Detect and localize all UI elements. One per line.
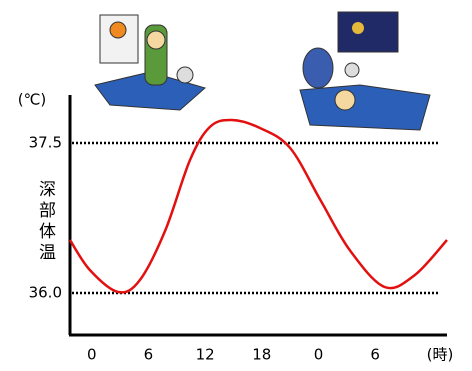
bed-blanket [300,85,430,130]
sun [110,22,126,38]
morning-illustration [95,15,205,110]
y-unit: (℃) [18,91,47,109]
alarm-clock [345,63,359,77]
sleeping-head [335,90,355,110]
owl [352,22,364,34]
head [147,31,165,49]
x-tick-label: 0 [314,346,324,364]
night-illustration [300,12,430,130]
x-unit: (時) [427,346,454,364]
x-tick-label: 6 [144,346,154,364]
y-tick-label: 37.5 [29,134,62,152]
clock [177,67,193,83]
temperature-line [70,120,447,292]
y-axis-label: 深部体温 [35,180,56,264]
chart: (℃) 深部体温 (時) 36.0 37.5 0 6 12 18 0 6 [0,0,472,371]
x-tick-label: 18 [252,346,271,364]
x-tick-label: 6 [370,346,380,364]
x-tick-label: 0 [87,346,97,364]
bag [303,48,333,88]
x-tick-label: 12 [196,346,215,364]
y-tick-label: 36.0 [29,284,62,302]
night-window [338,12,398,52]
